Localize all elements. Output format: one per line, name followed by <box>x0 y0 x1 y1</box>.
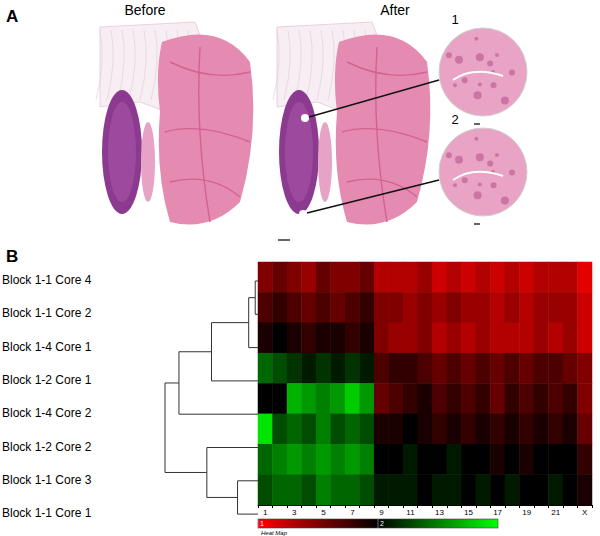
svg-text:1: 1 <box>260 520 264 527</box>
svg-text:Block 1-1 Core 3: Block 1-1 Core 3 <box>2 473 92 487</box>
svg-text:Heat Map: Heat Map <box>261 530 288 536</box>
svg-text:Block 1-2 Core 2: Block 1-2 Core 2 <box>2 440 92 454</box>
svg-text:9: 9 <box>379 508 384 517</box>
svg-text:2: 2 <box>380 520 384 527</box>
svg-text:19: 19 <box>522 508 531 517</box>
svg-text:Block 1-4 Core 2: Block 1-4 Core 2 <box>2 406 92 420</box>
svg-text:13: 13 <box>435 508 444 517</box>
svg-text:1: 1 <box>263 508 268 517</box>
svg-text:After: After <box>380 2 410 18</box>
svg-text:B: B <box>6 247 18 266</box>
svg-text:Block 1-2 Core 1: Block 1-2 Core 1 <box>2 373 92 387</box>
svg-text:2: 2 <box>451 112 458 127</box>
svg-text:Block 1-1 Core 2: Block 1-1 Core 2 <box>2 306 92 320</box>
svg-text:15: 15 <box>464 508 473 517</box>
svg-text:11: 11 <box>406 508 415 517</box>
svg-text:3: 3 <box>292 508 297 517</box>
svg-text:X: X <box>582 508 588 517</box>
svg-text:17: 17 <box>493 508 502 517</box>
svg-text:Before: Before <box>124 2 165 18</box>
svg-text:Block 1-1 Core 1: Block 1-1 Core 1 <box>2 506 92 520</box>
svg-text:1: 1 <box>451 12 458 27</box>
svg-text:Block 1-4 Core 1: Block 1-4 Core 1 <box>2 340 92 354</box>
svg-text:21: 21 <box>551 508 560 517</box>
svg-text:Block 1-1 Core 4: Block 1-1 Core 4 <box>2 273 92 287</box>
svg-text:5: 5 <box>321 508 326 517</box>
svg-text:A: A <box>6 7 18 26</box>
svg-text:7: 7 <box>350 508 355 517</box>
